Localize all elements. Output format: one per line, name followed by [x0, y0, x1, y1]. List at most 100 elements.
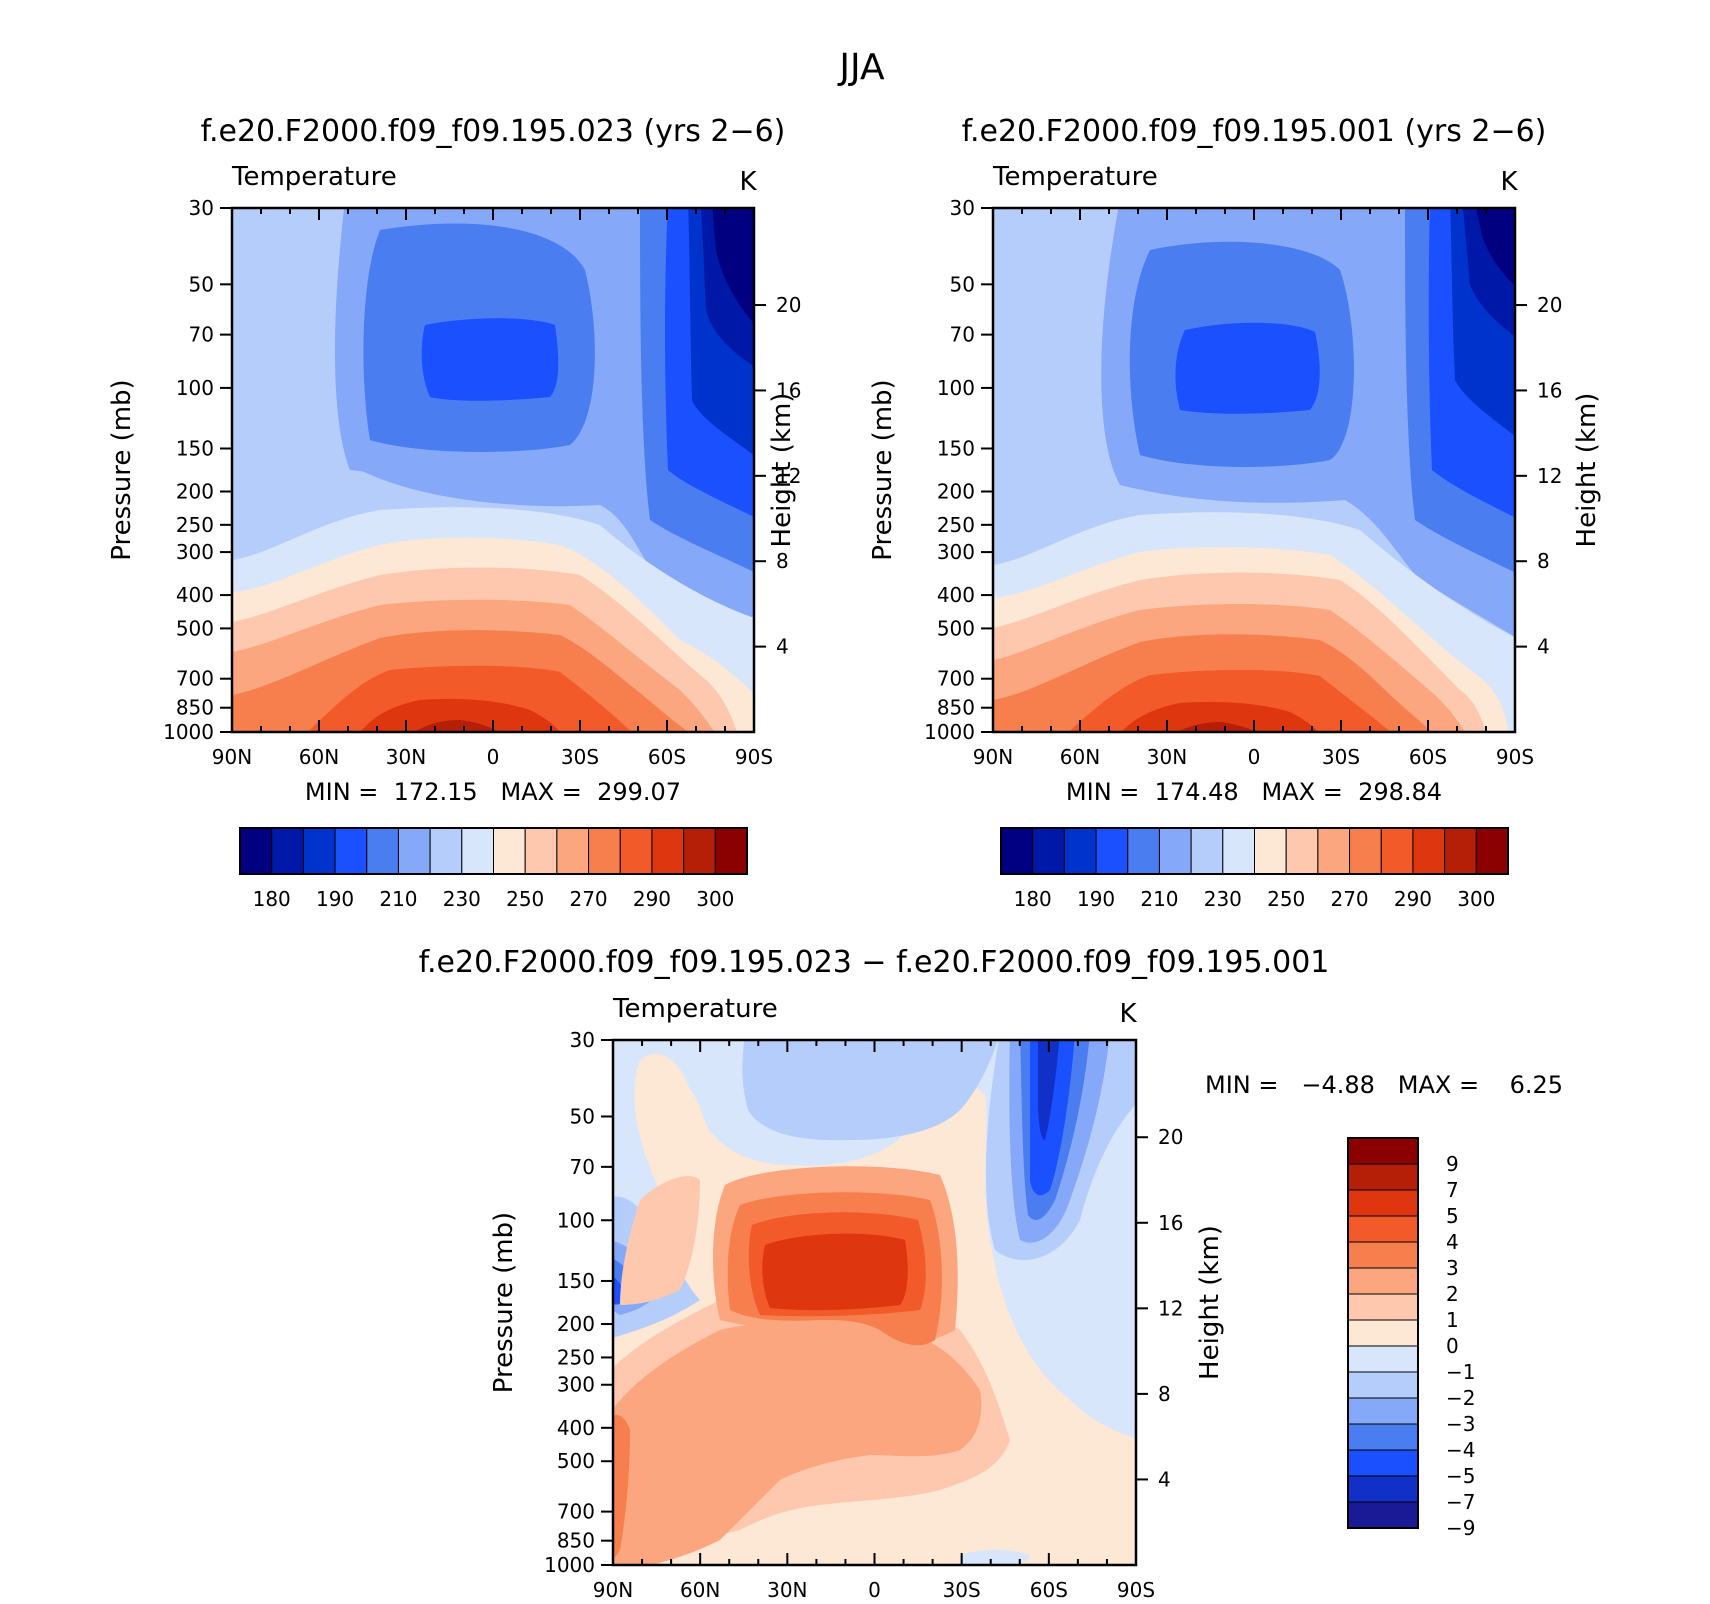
left-colorbar-box: [619, 827, 653, 875]
contour-band: [1475, 208, 1515, 286]
diff-colorbar-frame: [1347, 1137, 1419, 1529]
left-colorbar-box: [683, 827, 716, 875]
left-h-tick-label: 4: [776, 635, 789, 659]
diff-colorbar-box: [1347, 1189, 1419, 1217]
left-colorbar-label: 250: [506, 887, 544, 911]
left-min-max: MIN = 172.15 MAX = 299.07: [305, 778, 681, 806]
left-colorbar-box: [429, 827, 463, 875]
right-colorbar-box: [1095, 827, 1129, 875]
diff-colorbar-box: [1347, 1293, 1419, 1321]
right-colorbar-box: [1063, 827, 1097, 875]
right-h-tick-label: 20: [1537, 293, 1562, 317]
diff-y-axis-label: Pressure (mb): [489, 1212, 519, 1393]
right-h-tick-label: 16: [1537, 378, 1562, 402]
right-x-tick-label: 60N: [1060, 745, 1100, 769]
right-colorbar-box: [1190, 827, 1224, 875]
right-x-tick-label: 90S: [1496, 745, 1534, 769]
left-colorbar-box: [651, 827, 685, 875]
panel-right-units: K: [1500, 167, 1518, 197]
right-y-axis-label: Pressure (mb): [868, 379, 898, 560]
diff-x-tick-label: 90S: [1117, 1578, 1155, 1600]
right-x-tick-label: 30N: [1147, 745, 1187, 769]
diff-x-tick-label: 60N: [680, 1578, 720, 1600]
left-y-tick-label: 50: [189, 272, 214, 296]
left-colorbar-box: [524, 827, 558, 875]
right-colorbar-box: [1475, 827, 1509, 875]
right-y-tick-label: 70: [950, 323, 975, 347]
left-colorbar-box: [556, 827, 590, 875]
diff-y-tick-label: 50: [570, 1104, 595, 1128]
diff-x-tick-label: 90N: [593, 1578, 633, 1600]
right-y-tick-label: 700: [937, 667, 975, 691]
diff-colorbar-box: [1347, 1163, 1419, 1191]
diff-y-tick-label: 200: [557, 1312, 595, 1336]
panel-left-field: [232, 208, 754, 732]
diff-colorbar-label: 3: [1446, 1256, 1459, 1280]
right-colorbar-label: 300: [1457, 887, 1495, 911]
left-colorbar-box: [239, 827, 273, 875]
right-y-tick-label: 850: [937, 696, 975, 720]
left-x-tick-label: 90N: [212, 745, 252, 769]
panel-left-subtitle: Temperature: [231, 162, 397, 192]
left-y-tick-label: 500: [176, 616, 214, 640]
right-y-tick-label: 200: [937, 479, 975, 503]
diff-y-tick-label: 300: [557, 1373, 595, 1397]
left-h-tick-label: 16: [776, 378, 801, 402]
left-h-tick-label: 8: [776, 549, 789, 573]
left-y-tick-label: 200: [176, 479, 214, 503]
left-h-tick-label: 20: [776, 293, 801, 317]
right-y-tick-label: 500: [937, 616, 975, 640]
diff-colorbar-label: −2: [1446, 1386, 1475, 1410]
left-colorbar-label: 270: [569, 887, 607, 911]
diff-y-tick-label: 500: [557, 1449, 595, 1473]
left-y-tick-label: 100: [176, 376, 214, 400]
panel-diff-subtitle: Temperature: [612, 994, 778, 1024]
left-y-tick-label: 30: [189, 196, 214, 220]
diff-colorbar-label: 7: [1446, 1178, 1459, 1202]
diff-colorbar-label: 2: [1446, 1282, 1459, 1306]
right-y-tick-label: 150: [937, 437, 975, 461]
right-y-tick-label: 300: [937, 540, 975, 564]
diff-colorbar-box: [1347, 1345, 1419, 1373]
diff-colorbar-box: [1347, 1423, 1419, 1451]
left-y-axis-label-right: Height (km): [767, 393, 797, 548]
right-h-tick-label: 12: [1537, 464, 1562, 488]
left-x-tick-label: 0: [487, 745, 500, 769]
right-colorbar-box: [1380, 827, 1414, 875]
contour-band: [960, 1549, 1030, 1565]
right-x-tick-label: 30S: [1322, 745, 1360, 769]
left-colorbar-box: [334, 827, 368, 875]
contour-band: [414, 720, 500, 732]
diff-colorbar-box: [1347, 1241, 1419, 1269]
left-x-tick-label: 30S: [561, 745, 599, 769]
diff-colorbar-label: −7: [1446, 1490, 1475, 1514]
left-colorbar-box: [397, 827, 431, 875]
left-y-tick-label: 250: [176, 513, 214, 537]
diff-h-tick-label: 20: [1158, 1125, 1183, 1149]
figure-title: JJA: [837, 47, 885, 88]
right-colorbar-label: 180: [1014, 887, 1052, 911]
diff-h-tick-label: 8: [1158, 1382, 1171, 1406]
left-colorbar-label: 180: [253, 887, 291, 911]
panel-right-subtitle: Temperature: [992, 162, 1158, 192]
panel-left: f.e20.F2000.f09_f09.195.023 (yrs 2−6) Te…: [201, 114, 785, 734]
right-colorbar-box: [1285, 827, 1319, 875]
diff-x-tick-label: 60S: [1030, 1578, 1068, 1600]
left-colorbar-label: 290: [633, 887, 671, 911]
left-colorbar-box: [302, 827, 336, 875]
right-colorbar-label: 230: [1204, 887, 1242, 911]
right-y-tick-label: 250: [937, 513, 975, 537]
diff-y-tick-label: 250: [557, 1345, 595, 1369]
diff-colorbar-label: 1: [1446, 1308, 1459, 1332]
right-colorbar-box: [1000, 827, 1034, 875]
diff-colorbar-label: 0: [1446, 1334, 1459, 1358]
diff-y-tick-label: 850: [557, 1529, 595, 1553]
right-h-tick-label: 8: [1537, 549, 1550, 573]
contour-band: [712, 208, 754, 324]
left-y-tick-label: 70: [189, 323, 214, 347]
right-colorbar-frame: [1000, 827, 1509, 875]
right-colorbar-box: [1349, 827, 1382, 875]
left-colorbar-label: 230: [443, 887, 481, 911]
